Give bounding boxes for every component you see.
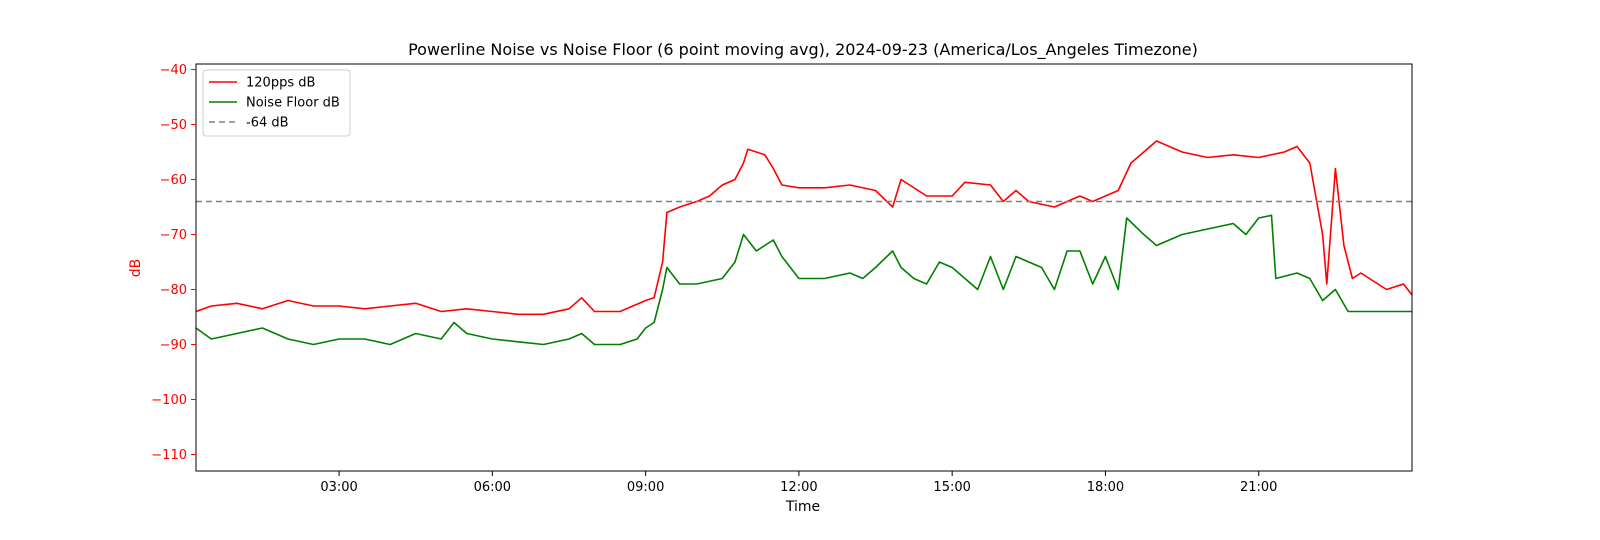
- x-tick-label: 21:00: [1240, 480, 1277, 495]
- legend-label-0: 120pps dB: [246, 76, 315, 91]
- y-tick-label: −110: [151, 448, 187, 463]
- series-line-0: [195, 140, 1413, 316]
- chart-title: Powerline Noise vs Noise Floor (6 point …: [408, 40, 1198, 60]
- series-line-1: [195, 214, 1412, 346]
- y-tick-label: −60: [160, 173, 187, 188]
- y-tick-label: −90: [160, 338, 187, 353]
- plot-frame: [195, 63, 1413, 472]
- x-tick-label: 06:00: [474, 480, 511, 495]
- x-tick-label: 03:00: [320, 480, 357, 495]
- legend-label-1: Noise Floor dB: [246, 96, 340, 111]
- x-tick-label: 09:00: [627, 480, 664, 495]
- legend-box: [202, 69, 351, 137]
- plot-area: 03:00 06:00 09:00 12:00 15:00 18:00 21:00 −40 −5…: [151, 63, 1413, 495]
- y-axis-label: dB: [128, 259, 144, 278]
- x-tick-label: 18:00: [1087, 480, 1124, 495]
- legend: 120pps dB Noise Floor dB -64 dB: [202, 69, 351, 137]
- x-axis-label: Time: [785, 499, 820, 515]
- x-tick-label: 15:00: [933, 480, 970, 495]
- y-tick-label: −50: [160, 118, 187, 133]
- legend-label-2: -64 dB: [246, 116, 289, 131]
- x-tick-label: 12:00: [780, 480, 817, 495]
- y-tick-label: −80: [160, 283, 187, 298]
- y-tick-label: −70: [160, 228, 187, 243]
- y-tick-label: −100: [151, 393, 187, 408]
- y-tick-label: −40: [160, 63, 187, 78]
